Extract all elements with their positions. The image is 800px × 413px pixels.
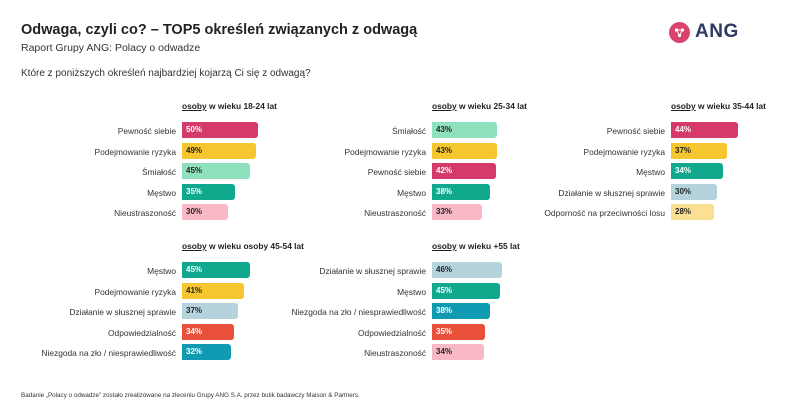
category-label: Podejmowanie ryzyka: [583, 146, 665, 157]
category-label: Nieustraszoność: [364, 348, 426, 358]
category-label: Odpowiedzialność: [108, 327, 176, 338]
bar: 45%: [182, 163, 251, 179]
panel-header-prefix: osoby: [671, 101, 696, 111]
ang-logo-mark-icon: [669, 21, 690, 43]
panel-header: osoby w wieku 18-24 lat: [182, 101, 277, 111]
value-label: 34%: [675, 166, 692, 175]
bar: 43%: [432, 142, 498, 159]
bar: 37%: [671, 142, 728, 159]
bar: 34%: [432, 344, 484, 360]
category-label: Działanie w słusznej sprawie: [319, 266, 426, 276]
bar: 37%: [182, 303, 239, 319]
bar: 42%: [432, 163, 496, 179]
value-label: 37%: [186, 306, 203, 315]
category-label: Pewność siebie: [606, 126, 665, 136]
bar: 50%: [182, 122, 258, 138]
bar: 44%: [671, 122, 738, 138]
value-label: 30%: [675, 186, 692, 196]
category-label: Męstwo: [397, 187, 426, 198]
category-label: Działanie w słusznej sprawie: [69, 307, 176, 317]
bar: 49%: [182, 142, 257, 159]
bar: 43%: [432, 122, 498, 138]
value-label: 45%: [436, 285, 453, 295]
category-label: Pewność siebie: [117, 126, 176, 136]
bar: 30%: [671, 183, 717, 200]
bar: 33%: [432, 204, 483, 220]
value-label: 44%: [675, 125, 692, 134]
bar: 46%: [432, 262, 502, 278]
bar: 28%: [671, 204, 714, 220]
page-subtitle: Raport Grupy ANG: Polacy o odwadze: [21, 42, 201, 54]
value-label: 43%: [436, 145, 453, 155]
panel-header: osoby w wieku osoby 45-54 lat: [182, 241, 304, 251]
ang-logo: ANG: [669, 20, 739, 44]
category-label: Podejmowanie ryzyka: [94, 286, 176, 297]
value-label: 35%: [436, 326, 453, 336]
panel-header: osoby w wieku +55 lat: [432, 241, 520, 251]
survey-question: Które z poniższych określeń najbardziej …: [21, 68, 311, 79]
category-label: Działanie w słusznej sprawie: [558, 187, 665, 198]
value-label: 46%: [436, 265, 453, 274]
value-label: 37%: [675, 145, 692, 155]
footnote: Badanie „Polacy o odwadze” zostało zreal…: [21, 392, 360, 399]
panel-header: osoby w wieku 25-34 lat: [432, 101, 527, 111]
value-label: 33%: [436, 207, 453, 216]
bar: 34%: [671, 163, 723, 179]
bar: 38%: [432, 183, 490, 200]
value-label: 38%: [436, 186, 453, 196]
category-label: Pewność siebie: [367, 167, 426, 177]
value-label: 45%: [186, 265, 203, 274]
bar: 30%: [182, 204, 228, 220]
bar: 45%: [182, 262, 251, 278]
category-label: Śmiałość: [142, 167, 176, 177]
value-label: 30%: [186, 207, 203, 216]
category-label: Męstwo: [147, 266, 176, 276]
value-label: 50%: [186, 125, 203, 134]
bar: 32%: [182, 344, 231, 360]
value-label: 45%: [186, 166, 203, 175]
bar: 45%: [432, 282, 501, 299]
category-label: Męstwo: [147, 187, 176, 198]
bar: 38%: [432, 303, 490, 319]
bar: 35%: [432, 323, 486, 340]
panel-header-prefix: osoby: [432, 101, 457, 111]
category-label: Niezgoda na zło / niesprawiedliwość: [291, 307, 426, 317]
value-label: 32%: [186, 347, 203, 356]
category-label: Nieustraszoność: [114, 208, 176, 218]
page-title: Odwaga, czyli co? – TOP5 określeń związa…: [21, 22, 418, 38]
category-label: Męstwo: [397, 286, 426, 297]
value-label: 43%: [436, 125, 453, 134]
panel-header-prefix: osoby: [182, 101, 207, 111]
value-label: 35%: [186, 186, 203, 196]
panel-header-prefix: osoby: [182, 241, 207, 251]
value-label: 34%: [186, 326, 203, 336]
category-label: Odpowiedzialność: [358, 327, 426, 338]
category-label: Podejmowanie ryzyka: [344, 146, 426, 157]
bar: 35%: [182, 183, 236, 200]
category-label: Śmiałość: [392, 126, 426, 136]
ang-logo-text: ANG: [695, 21, 739, 42]
value-label: 28%: [675, 207, 692, 216]
category-label: Niezgoda na zło / niesprawiedliwość: [41, 348, 176, 358]
bar: 34%: [182, 323, 234, 340]
category-label: Odporność na przeciwności losu: [544, 208, 665, 218]
value-label: 49%: [186, 145, 203, 155]
panel-header-age-group: w wieku +55 lat: [456, 241, 520, 251]
panel-header: osoby w wieku 35-44 lat: [671, 101, 766, 111]
panel-header-age-group: w wieku osoby 45-54 lat: [206, 241, 304, 251]
panel-header-prefix: osoby: [432, 241, 457, 251]
panel-header-age-group: w wieku 25-34 lat: [456, 101, 527, 111]
category-label: Podejmowanie ryzyka: [94, 146, 176, 157]
value-label: 34%: [436, 347, 453, 356]
value-label: 42%: [436, 166, 453, 175]
bar: 41%: [182, 282, 245, 299]
panel-header-age-group: w wieku 18-24 lat: [206, 101, 277, 111]
panel-header-age-group: w wieku 35-44 lat: [695, 101, 766, 111]
value-label: 41%: [186, 285, 203, 295]
value-label: 38%: [436, 306, 453, 315]
category-label: Męstwo: [636, 167, 665, 177]
category-label: Nieustraszoność: [364, 208, 426, 218]
